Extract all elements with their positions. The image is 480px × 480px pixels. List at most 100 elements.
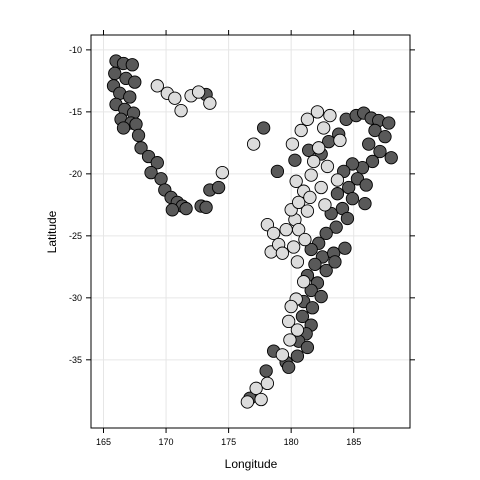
- data-point: [191, 85, 206, 99]
- data-point: [254, 392, 268, 407]
- data-point: [362, 137, 376, 151]
- data-point: [168, 91, 182, 105]
- data-point: [303, 190, 317, 205]
- data-point: [304, 242, 318, 257]
- data-point: [116, 121, 131, 135]
- data-point: [290, 323, 305, 337]
- data-point: [292, 222, 306, 237]
- data-point: [330, 187, 345, 201]
- data-point: [288, 153, 302, 167]
- x-axis-title: Longitude: [225, 457, 278, 471]
- y-tick-label: -15: [69, 107, 82, 117]
- data-point: [295, 309, 310, 324]
- data-point: [330, 173, 345, 187]
- data-point: [144, 165, 158, 180]
- data-point: [282, 360, 296, 374]
- data-point: [359, 178, 373, 192]
- y-tick-label: -35: [69, 355, 82, 365]
- x-tick-label: 175: [221, 437, 236, 447]
- data-point: [304, 168, 318, 182]
- y-tick-label: -30: [69, 293, 82, 303]
- grid-lines: [91, 35, 410, 428]
- data-point: [312, 141, 326, 155]
- data-point: [174, 103, 188, 118]
- plot-frame: [90, 34, 411, 429]
- data-point: [240, 395, 255, 409]
- data-point: [304, 283, 318, 298]
- data-point: [307, 154, 321, 169]
- data-point: [358, 196, 372, 211]
- data-point: [368, 123, 382, 138]
- data-point: [300, 340, 315, 355]
- data-point: [260, 376, 275, 391]
- data-point: [108, 66, 122, 81]
- data-point: [285, 137, 300, 151]
- data-point: [300, 112, 315, 126]
- data-point: [305, 301, 320, 315]
- data-point: [342, 180, 356, 195]
- data-point: [378, 130, 392, 144]
- data-point: [123, 90, 137, 104]
- data-point: [373, 144, 387, 159]
- data-point: [300, 204, 315, 218]
- data-point: [323, 108, 337, 123]
- data-point: [318, 198, 332, 212]
- x-tick-label: 180: [284, 437, 299, 447]
- data-point: [333, 133, 347, 148]
- data-point: [340, 211, 355, 226]
- data-point: [279, 222, 293, 237]
- data-point: [211, 180, 226, 195]
- data-point: [270, 164, 285, 179]
- data-point: [266, 226, 281, 241]
- x-tick-label: 170: [159, 437, 174, 447]
- data-point: [294, 123, 308, 138]
- data-point: [329, 220, 343, 234]
- data-point: [284, 299, 298, 314]
- data-point: [289, 174, 303, 188]
- data-point: [287, 240, 301, 254]
- data-point: [275, 246, 290, 260]
- data-point: [345, 191, 360, 206]
- data-point: [345, 157, 360, 171]
- data-point: [134, 141, 148, 155]
- data-point: [314, 180, 328, 195]
- data-point: [154, 172, 168, 186]
- data-point: [215, 165, 230, 180]
- data-point: [125, 58, 139, 72]
- y-axis-title: Latitude: [45, 210, 59, 253]
- axes: 165 170 175 180 185 -10 -15 -20 -25 -30 -35: [69, 30, 415, 447]
- data-point: [320, 159, 335, 174]
- data-point: [246, 137, 261, 151]
- data-point: [308, 257, 322, 272]
- y-tick-label: -25: [69, 231, 82, 241]
- data-point: [150, 156, 164, 170]
- data-point: [256, 121, 271, 135]
- data-point: [282, 314, 296, 329]
- x-tick-label: 165: [96, 437, 111, 447]
- data-point: [297, 275, 311, 289]
- data-point: [292, 195, 306, 210]
- data-point: [319, 263, 333, 278]
- data-point: [384, 151, 398, 165]
- data-point: [314, 289, 328, 304]
- data-point: [128, 75, 142, 89]
- x-tick-label: 185: [346, 437, 361, 447]
- data-point: [275, 348, 290, 362]
- data-point: [317, 121, 331, 135]
- data-point: [165, 203, 179, 217]
- data-point: [328, 255, 342, 269]
- data-point: [298, 232, 312, 247]
- data-point: [290, 349, 305, 363]
- y-tick-label: -10: [69, 45, 82, 55]
- data-point: [310, 105, 325, 119]
- data-point: [259, 364, 273, 378]
- data-point: [249, 381, 263, 395]
- y-tick-label: -20: [69, 169, 82, 179]
- data-point: [290, 255, 305, 269]
- data-point: [150, 79, 164, 93]
- data-point: [319, 226, 333, 241]
- data-point: [203, 96, 217, 110]
- data-points: [106, 54, 398, 409]
- data-point: [338, 241, 352, 255]
